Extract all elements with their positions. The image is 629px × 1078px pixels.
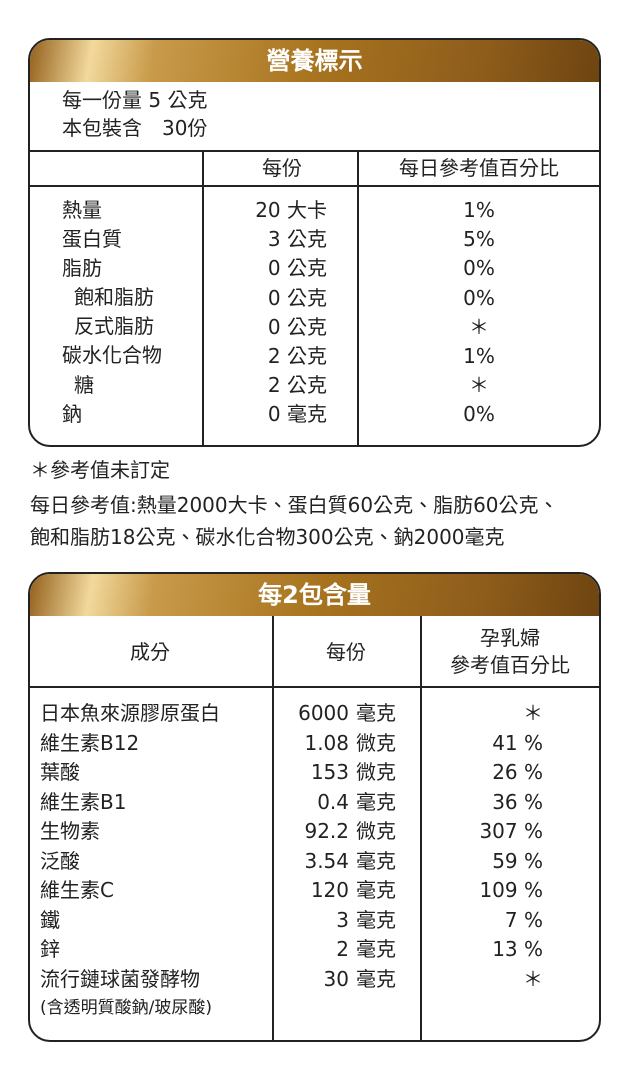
amount: 30 xyxy=(323,966,349,991)
amount: 120 xyxy=(310,878,349,902)
reference-percent: 109 % xyxy=(479,878,543,902)
reference-percent: ＊ xyxy=(523,701,543,725)
unit: 毫克 xyxy=(356,789,396,814)
amount: 0 公克 xyxy=(267,285,327,310)
unit: 毫克 xyxy=(356,966,396,991)
footnote: (含透明質酸鈉/玻尿酸) xyxy=(40,998,212,1018)
ingredient-name: 維生素C xyxy=(40,878,114,902)
nutrition-title: 營養標示 xyxy=(30,40,599,82)
nutrient-name: 熱量 xyxy=(62,198,102,222)
ingredient-name: 日本魚來源膠原蛋白 xyxy=(40,701,220,725)
content-title: 每2包含量 xyxy=(30,574,599,616)
nutrient-name: 鈉 xyxy=(62,402,82,426)
note: 每日參考值:熱量2000大卡、蛋白質60公克、脂肪60公克、 xyxy=(30,493,559,517)
unit: 毫克 xyxy=(356,907,396,932)
amount: 2 xyxy=(336,937,349,961)
daily-percent: 0% xyxy=(463,256,495,281)
unit: 微克 xyxy=(356,760,396,784)
nutrient-name: 碳水化合物 xyxy=(62,343,162,367)
nutrient-name: 飽和脂肪 xyxy=(74,285,154,309)
reference-percent: 307 % xyxy=(479,819,543,843)
divider xyxy=(30,185,599,187)
ingredient-name: 葉酸 xyxy=(40,760,80,784)
column-header: 孕乳婦 xyxy=(480,626,540,650)
daily-percent: 0% xyxy=(463,402,495,427)
note: ＊參考值未訂定 xyxy=(30,458,170,482)
column-divider xyxy=(420,616,422,1040)
amount: 153 xyxy=(310,760,349,784)
unit: 毫克 xyxy=(356,701,396,725)
servings-per-pack: 本包裝含 30份 xyxy=(62,116,208,140)
amount: 0 公克 xyxy=(267,256,327,281)
ingredient-name: 鐵 xyxy=(40,907,60,932)
divider xyxy=(30,686,599,688)
column-header: 每日參考值百分比 xyxy=(399,156,559,180)
reference-percent: 7 % xyxy=(504,907,543,932)
amount: 0.4 xyxy=(317,789,349,814)
daily-percent: ＊ xyxy=(469,314,489,339)
note: 飽和脂肪18公克、碳水化合物300公克、鈉2000毫克 xyxy=(30,525,505,549)
nutrient-name: 糖 xyxy=(74,373,94,397)
unit: 毫克 xyxy=(356,878,396,902)
ingredient-name: 維生素B12 xyxy=(40,730,140,755)
column-divider xyxy=(272,616,274,1040)
column-header: 每份 xyxy=(262,156,302,180)
column-header: 參考值百分比 xyxy=(450,653,570,677)
serving-size: 每一份量 5 公克 xyxy=(62,88,208,112)
ingredient-name: 維生素B1 xyxy=(40,789,127,814)
reference-percent: 26 % xyxy=(492,760,543,784)
amount: 0 毫克 xyxy=(267,402,327,427)
content-table: 每2包含量 成分 每份 孕乳婦 參考值百分比 (含透明質酸鈉/玻尿酸) 日本魚來… xyxy=(28,572,601,1042)
column-divider xyxy=(202,150,204,445)
amount: 2 公克 xyxy=(267,373,327,398)
nutrient-name: 脂肪 xyxy=(62,256,102,280)
amount: 6000 xyxy=(298,701,349,725)
divider xyxy=(30,150,599,152)
reference-percent: 13 % xyxy=(492,937,543,961)
amount: 92.2 xyxy=(304,819,349,843)
unit: 毫克 xyxy=(356,848,396,873)
nutrient-name: 反式脂肪 xyxy=(74,314,154,338)
daily-percent: 0% xyxy=(463,285,495,310)
amount: 1.08 xyxy=(304,730,349,755)
amount: 0 公克 xyxy=(267,314,327,339)
unit: 毫克 xyxy=(356,937,396,961)
column-header: 成分 xyxy=(130,640,170,664)
reference-percent: 59 % xyxy=(492,848,543,873)
ingredient-name: 生物素 xyxy=(40,819,100,843)
daily-percent: 5% xyxy=(463,227,495,252)
amount: 3.54 xyxy=(304,848,349,873)
reference-percent: ＊ xyxy=(523,966,543,991)
reference-percent: 41 % xyxy=(492,730,543,755)
amount: 20 大卡 xyxy=(255,198,327,222)
nutrition-table: 營養標示 每一份量 5 公克 本包裝含 30份 每份 每日參考值百分比 熱量 蛋… xyxy=(28,38,601,447)
daily-percent: ＊ xyxy=(469,373,489,398)
column-header: 每份 xyxy=(326,640,366,664)
reference-percent: 36 % xyxy=(492,789,543,814)
daily-percent: 1% xyxy=(463,344,495,368)
amount: 3 xyxy=(336,907,349,932)
unit: 微克 xyxy=(356,730,396,755)
amount: 2 公克 xyxy=(267,344,327,368)
ingredient-name: 泛酸 xyxy=(40,848,80,873)
nutrient-name: 蛋白質 xyxy=(62,227,122,251)
ingredient-name: 鋅 xyxy=(40,937,60,961)
column-divider xyxy=(357,150,359,445)
unit: 微克 xyxy=(356,819,396,843)
amount: 3 公克 xyxy=(267,227,327,252)
ingredient-name: 流行鏈球菌發酵物 xyxy=(40,966,200,991)
daily-percent: 1% xyxy=(463,198,495,222)
